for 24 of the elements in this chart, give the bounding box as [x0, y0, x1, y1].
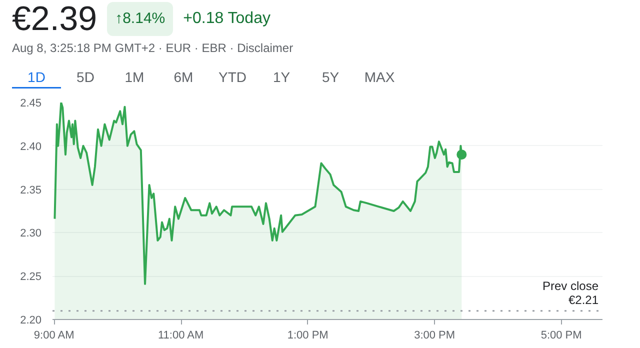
text: +0.18 Today	[183, 8, 270, 29]
y-tick-label: 2.35	[20, 184, 42, 196]
text: 1M	[124, 68, 146, 88]
ref-line-label: Prev close €2.21	[542, 278, 599, 307]
y-tick-label: 2.40	[20, 140, 42, 153]
text: YTD	[218, 68, 248, 88]
text: 6M	[172, 68, 194, 88]
x-tick-label: 1:00 PM	[287, 330, 328, 342]
text: 1D	[12, 67, 61, 90]
text: MAX	[363, 68, 396, 88]
text: 5D	[76, 68, 96, 88]
text: ↑8.14%	[107, 2, 174, 36]
text: 1Y	[272, 68, 292, 88]
text: 5Y	[320, 68, 340, 88]
y-tick-label: 2.30	[20, 228, 42, 240]
x-tick-label: 3:00 PM	[414, 330, 456, 342]
y-tick-label: 2.20	[20, 314, 42, 326]
y-tick-label: 2.25	[20, 271, 42, 284]
chart-subtitle: Aug 8, 3:25:18 PM GMT+2 · EUR · EBR · Disclaimer	[12, 40, 294, 57]
y-tick-label: 2.45	[20, 98, 42, 110]
chart-title: €2.39	[12, 0, 98, 38]
x-tick-label: 11:00 AM	[158, 330, 204, 342]
x-tick-label: 9:00 AM	[34, 330, 74, 342]
x-tick-label: 5:00 PM	[540, 330, 582, 342]
